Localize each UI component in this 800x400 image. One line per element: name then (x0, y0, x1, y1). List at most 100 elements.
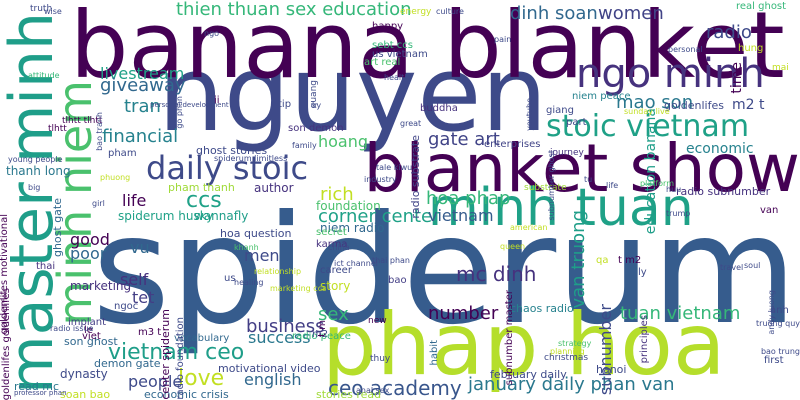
word-spiderum-husky: spiderum husky (118, 209, 214, 223)
word-mai: mai (772, 63, 789, 73)
word-radio-peace: radio peace (292, 331, 351, 342)
word-anh: anh (770, 305, 789, 316)
word-youtube: youtube (525, 98, 534, 131)
word-nguyen: nguyen (158, 33, 548, 155)
word-mc-dinh: mc dinh (456, 262, 537, 286)
word-success: success (248, 328, 311, 347)
word-attitude: attitude (28, 71, 60, 80)
word-m3-t: m3 t (138, 327, 162, 338)
word-part: part (566, 117, 587, 128)
word-ngoc: ngoc (114, 301, 139, 312)
word-radio-substrate: radio substrate (409, 135, 422, 219)
word-gate-art: gate art (428, 129, 500, 150)
word-principles: principles (639, 315, 650, 364)
word-stoic-vietnam: stoic vietnam (546, 109, 750, 144)
word-spiderum: spiderum (92, 184, 798, 358)
word-banana-blanket: banana blanket (70, 0, 785, 99)
word-business: business (246, 316, 325, 337)
word-niem-peace: niem peace (572, 91, 631, 102)
word-january-daily-phan-van: january daily phan van (468, 374, 675, 395)
word-great: great (400, 119, 422, 128)
word-giang: giang (546, 105, 574, 116)
word-trump: trump (666, 209, 691, 218)
word-tlhtt-tlhtt: tlhtt tlhtt (62, 116, 103, 126)
word-blanket-show: blanket show (363, 130, 800, 207)
word-subnumber-ghost: subnumber ghost (547, 150, 556, 221)
word-radio-foundation: radio foundation (175, 317, 186, 400)
word-economic: economic (686, 141, 754, 157)
word-hung: hung (738, 43, 764, 54)
word-khanh: khanh (234, 243, 259, 252)
word-hanoi: hanoi (596, 363, 627, 376)
word-implant: implant (68, 317, 107, 328)
word-wannafly: wannafly (194, 209, 249, 223)
word-sunday-live: sunday live (624, 107, 670, 116)
word-qa: qa (596, 255, 609, 266)
word-livestream: livestream (100, 64, 185, 83)
word-secret: secret (316, 227, 347, 238)
word-bao: bao (388, 275, 407, 286)
word-rich: rich (320, 184, 354, 205)
word-m2: m2 (312, 329, 329, 340)
word-author: author (254, 181, 294, 195)
word-substrate: substrate (524, 183, 567, 193)
word-vietnam: vietnam (428, 206, 494, 225)
word-thai-phan: thai phan (372, 256, 410, 265)
word-number: number (428, 303, 499, 324)
word-go-phan: go phan (175, 96, 184, 129)
word-radio-issue: radio issue (50, 324, 94, 333)
word-vocabulary: vocabulary (174, 333, 230, 344)
word-tu: tu (584, 175, 593, 184)
word-hoang: hoang (318, 132, 369, 151)
word-economic-crisis: economic crisis (144, 388, 229, 400)
word-daily-stoic: daily stoic (146, 149, 309, 187)
word-anal-sex: anal sex (356, 386, 390, 395)
word-thuy: thuy (370, 354, 391, 364)
word-sebt-ccs: sebt ccs (372, 40, 414, 51)
word-self: self (120, 270, 149, 289)
word-strategy: strategy (558, 339, 592, 348)
word-tran: tran (124, 96, 161, 117)
word-m2-t: m2 t (732, 97, 765, 113)
word-financial: financial (102, 126, 179, 147)
word-young-people: young people (8, 155, 63, 164)
word-spiderum-limitless: spiderum limitless (214, 154, 288, 163)
word-tuan-vietnam: tuan vietnam (620, 303, 741, 324)
word-goldenlifes: goldenlifes (664, 99, 724, 112)
word-huu: huu (666, 185, 682, 194)
word-goldenlifes-goldenlifes: goldenlifes goldenlifes (1, 287, 12, 400)
word-new: new (368, 316, 387, 326)
word-tale-kiwu: tale kiwu (376, 163, 413, 172)
word-people: people (128, 372, 183, 391)
word-good: good (70, 230, 110, 249)
word-t-m2: t m2 (618, 255, 642, 266)
word-ly: ly (638, 267, 647, 278)
word-wise: wise (44, 7, 62, 16)
word-viet: viet (82, 331, 101, 342)
word-subnumber-master: subnumber master (504, 290, 515, 386)
word-motivational-video: motivational video (218, 362, 321, 375)
word-ngo: ngo (204, 29, 220, 38)
word-february-daily: february daily (490, 368, 567, 381)
word-platform: platform (640, 179, 674, 188)
word-karma: karma (316, 239, 348, 250)
word-relationship: relationship (254, 267, 302, 276)
word-time: time (729, 62, 745, 94)
word-dinh-soan: dinh soan (510, 3, 598, 24)
word-marketing-ccs: marketing ccs (270, 284, 327, 293)
word-bao-tranh: bao tranh (95, 112, 104, 151)
word-health: health (384, 73, 410, 82)
word-sex: sex (318, 304, 349, 325)
word-ngo-minh: ngo minh (576, 51, 765, 97)
word-vu: vu (130, 238, 150, 257)
word-life: life (606, 181, 619, 190)
word-healing: healing (234, 278, 264, 287)
word-radio-subnumber: radio subnumber (676, 185, 771, 198)
word-ky: ky (312, 101, 322, 110)
word-center-spiderum: center spiderum (159, 309, 172, 400)
word-us: us (224, 273, 236, 284)
word-son-demon: son demon (288, 123, 344, 134)
word-ict-channel: ict channel (334, 259, 378, 268)
word-ceo-academy: ceo academy (328, 376, 462, 400)
word-soul: soul (744, 261, 761, 270)
